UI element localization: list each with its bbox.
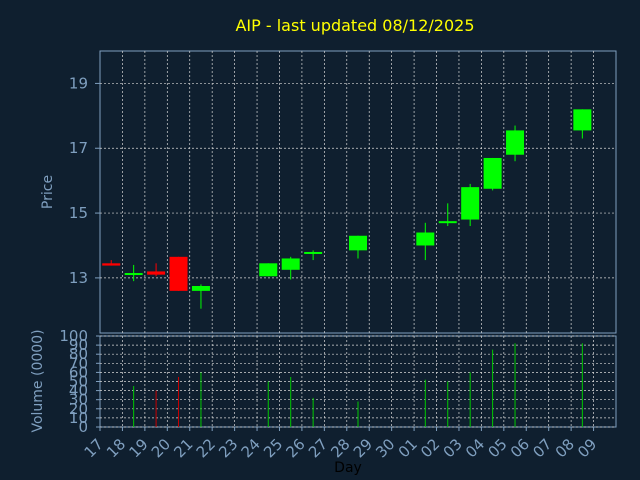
volume-tick-label: 50 <box>69 373 88 391</box>
volume-tick-label: 30 <box>69 391 88 409</box>
candle-body <box>461 187 480 220</box>
candle-body <box>281 258 300 270</box>
candle-body <box>506 130 525 155</box>
candle-body <box>573 109 592 131</box>
price-tick-label: 19 <box>69 74 88 92</box>
chart-title: AIP - last updated 08/12/2025 <box>235 16 474 35</box>
volume-axis-label: Volume (0000) <box>30 329 46 432</box>
candle-body <box>259 263 278 277</box>
volume-tick-label: 40 <box>69 382 88 400</box>
candle-body <box>169 256 188 291</box>
volume-tick-label: 0 <box>78 418 88 436</box>
volume-tick-label: 10 <box>69 409 88 427</box>
candle-body <box>416 232 435 246</box>
x-axis-label: Day <box>334 460 362 476</box>
x-tick-label: 09 <box>574 435 600 461</box>
volume-tick-label: 70 <box>69 354 88 372</box>
candle-body <box>102 263 121 266</box>
candle-body <box>124 273 143 276</box>
candle-body <box>147 271 166 275</box>
candle-body <box>191 286 210 291</box>
candle-body <box>438 221 457 224</box>
price-tick-label: 17 <box>69 139 88 157</box>
volume-tick-label: 80 <box>69 345 88 363</box>
candles-group <box>102 109 592 309</box>
volume-tick-label: 20 <box>69 400 88 418</box>
volume-tick-label: 90 <box>69 336 88 354</box>
candle-body <box>483 157 502 189</box>
volume-tick-label: 60 <box>69 363 88 381</box>
price-panel-frame <box>99 50 617 334</box>
candle-body <box>349 235 367 251</box>
volume-tick-label: 100 <box>59 327 88 345</box>
price-axis-label: Price <box>40 175 56 209</box>
candle-body <box>304 251 323 254</box>
price-tick-label: 15 <box>69 204 88 222</box>
price-tick-label: 13 <box>69 269 88 287</box>
